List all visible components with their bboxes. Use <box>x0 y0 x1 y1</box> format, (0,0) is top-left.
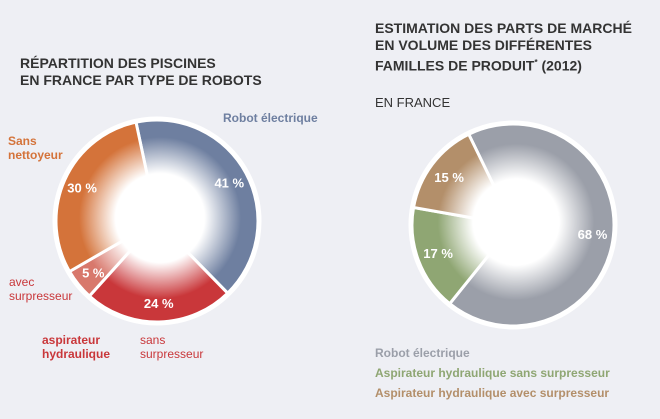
slice-value-label: 5 % <box>82 266 105 281</box>
legend-robot-electrique: Robot électrique <box>375 346 470 360</box>
slice-value-label: 68 % <box>578 227 608 242</box>
right-chart-title: ESTIMATION DES PARTS DE MARCHÉ EN VOLUME… <box>375 20 632 74</box>
slice-value-label: 41 % <box>214 175 244 190</box>
label-aspirateur-hydraulique: aspirateur hydraulique <box>42 333 111 361</box>
slice-value-label: 17 % <box>423 246 453 261</box>
label-avec-surpresseur: avec surpresseur <box>9 275 73 303</box>
label-sans-nettoyeur: Sans nettoyeur <box>8 134 63 162</box>
legend-avec-surpresseur: Aspirateur hydraulique avec surpresseur <box>375 386 610 400</box>
pie-center <box>79 137 241 299</box>
slice-value-label: 15 % <box>434 170 464 185</box>
label-sans-surpresseur: sans surpresseur <box>140 333 204 361</box>
label-robot-electrique: Robot électrique <box>223 111 318 125</box>
right-chart-subtitle: EN FRANCE <box>375 95 451 110</box>
pie-outline <box>408 120 618 330</box>
pie-center <box>437 143 595 301</box>
left-chart-title: RÉPARTITION DES PISCINES EN FRANCE PAR T… <box>20 55 262 88</box>
slice-value-label: 24 % <box>144 296 174 311</box>
legend-sans-surpresseur: Aspirateur hydraulique sans surpresseur <box>375 366 610 380</box>
slice-value-label: 30 % <box>67 181 97 196</box>
pie-outline <box>52 116 262 326</box>
